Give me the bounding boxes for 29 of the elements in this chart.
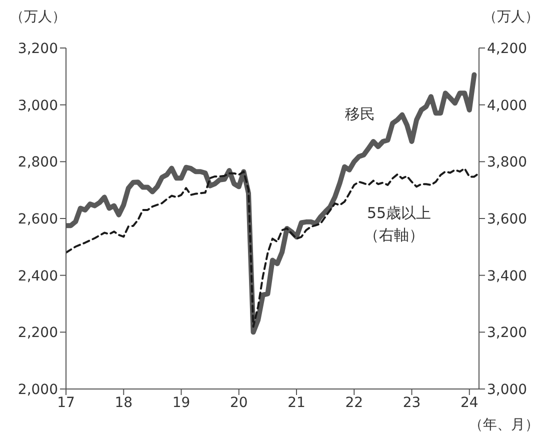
x-tick-label: 20 — [230, 394, 248, 411]
y2-axis-title: （万人） — [483, 8, 539, 26]
y-tick-label: 2,200 — [18, 325, 58, 342]
y-tick-label: 3,000 — [18, 98, 58, 114]
annotation: （右軸） — [364, 226, 424, 245]
line-series — [66, 167, 479, 328]
y-tick-label: 2,000 — [18, 382, 58, 398]
x-tick-label: 17 — [57, 394, 75, 411]
x-tick-label: 21 — [288, 394, 306, 411]
y2-tick-label: 4,000 — [487, 98, 528, 114]
y-axis-title: （万人） — [10, 8, 66, 26]
y2-tick-label: 3,600 — [487, 211, 528, 228]
y-tick-label: 2,800 — [18, 154, 58, 171]
y-tick-label: 3,200 — [18, 40, 58, 57]
y2-tick-label: 3,400 — [487, 268, 528, 284]
y-tick-label: 2,600 — [18, 211, 58, 228]
x-tick-label: 19 — [172, 394, 190, 411]
y2-tick-label: 3,000 — [487, 382, 528, 398]
x-tick-label: 18 — [114, 394, 133, 411]
y2-tick-label: 3,800 — [487, 154, 528, 171]
y-tick-label: 2,400 — [18, 268, 58, 284]
series-label: 移民 — [345, 105, 375, 124]
x-tick-label: 23 — [402, 394, 421, 411]
y2-tick-label: 3,200 — [487, 325, 528, 342]
x-axis-title: （年、月） — [469, 416, 539, 434]
x-tick-label: 24 — [460, 394, 478, 411]
series-label: 55歳以上 — [367, 204, 432, 223]
x-tick-label: 22 — [345, 394, 364, 411]
y2-tick-label: 4,200 — [487, 40, 528, 57]
